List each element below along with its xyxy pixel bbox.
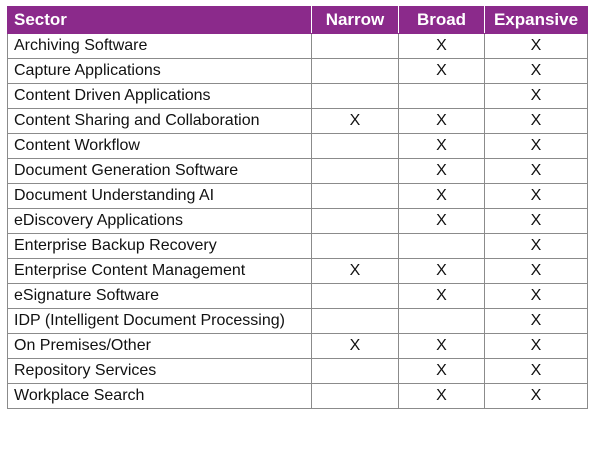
column-header-narrow: Narrow [311, 6, 399, 34]
broad-mark-cell: X [398, 183, 485, 209]
expansive-mark-cell: X [484, 333, 588, 359]
sector-cell: Enterprise Content Management [7, 258, 312, 284]
broad-mark-cell [398, 83, 485, 109]
table-row: Capture Applications X X [7, 58, 588, 84]
broad-mark-cell: X [398, 58, 485, 84]
broad-mark-cell: X [398, 108, 485, 134]
expansive-mark-cell: X [484, 158, 588, 184]
expansive-mark-cell: X [484, 58, 588, 84]
expansive-mark-cell: X [484, 358, 588, 384]
sector-cell: eDiscovery Applications [7, 208, 312, 234]
broad-mark-cell: X [398, 358, 485, 384]
table-row: Repository Services X X [7, 358, 588, 384]
narrow-mark-cell [311, 358, 399, 384]
table-row: Enterprise Backup Recovery X [7, 233, 588, 259]
table-row: IDP (Intelligent Document Processing) X [7, 308, 588, 334]
broad-mark-cell: X [398, 383, 485, 409]
narrow-mark-cell [311, 158, 399, 184]
expansive-mark-cell: X [484, 208, 588, 234]
sector-coverage-table: Sector Narrow Broad Expansive Archiving … [7, 6, 588, 409]
narrow-mark-cell [311, 233, 399, 259]
broad-mark-cell: X [398, 208, 485, 234]
expansive-mark-cell: X [484, 233, 588, 259]
sector-cell: Document Generation Software [7, 158, 312, 184]
expansive-mark-cell: X [484, 308, 588, 334]
column-header-expansive: Expansive [484, 6, 588, 34]
narrow-mark-cell [311, 383, 399, 409]
table-row: eDiscovery Applications X X [7, 208, 588, 234]
narrow-mark-cell [311, 133, 399, 159]
table-row: Document Understanding AI X X [7, 183, 588, 209]
broad-mark-cell: X [398, 33, 485, 59]
table-body: Archiving Software X X Capture Applications… [7, 33, 588, 409]
table-row: On Premises/Other X X X [7, 333, 588, 359]
broad-mark-cell [398, 308, 485, 334]
table-row: Content Workflow X X [7, 133, 588, 159]
expansive-mark-cell: X [484, 133, 588, 159]
table-row: Archiving Software X X [7, 33, 588, 59]
narrow-mark-cell [311, 83, 399, 109]
expansive-mark-cell: X [484, 183, 588, 209]
narrow-mark-cell: X [311, 258, 399, 284]
sector-cell: eSignature Software [7, 283, 312, 309]
sector-cell: Repository Services [7, 358, 312, 384]
sector-cell: Workplace Search [7, 383, 312, 409]
table-row: eSignature Software X X [7, 283, 588, 309]
narrow-mark-cell: X [311, 108, 399, 134]
sector-cell: Content Driven Applications [7, 83, 312, 109]
sector-cell: Content Workflow [7, 133, 312, 159]
narrow-mark-cell [311, 183, 399, 209]
table-row: Content Sharing and Collaboration X X X [7, 108, 588, 134]
sector-cell: Enterprise Backup Recovery [7, 233, 312, 259]
narrow-mark-cell: X [311, 333, 399, 359]
sector-cell: Archiving Software [7, 33, 312, 59]
narrow-mark-cell [311, 208, 399, 234]
expansive-mark-cell: X [484, 33, 588, 59]
narrow-mark-cell [311, 58, 399, 84]
narrow-mark-cell [311, 33, 399, 59]
broad-mark-cell: X [398, 258, 485, 284]
expansive-mark-cell: X [484, 258, 588, 284]
sector-cell: IDP (Intelligent Document Processing) [7, 308, 312, 334]
expansive-mark-cell: X [484, 108, 588, 134]
table-row: Enterprise Content Management X X X [7, 258, 588, 284]
sector-cell: Document Understanding AI [7, 183, 312, 209]
sector-cell: Capture Applications [7, 58, 312, 84]
narrow-mark-cell [311, 283, 399, 309]
broad-mark-cell: X [398, 158, 485, 184]
column-header-broad: Broad [398, 6, 485, 34]
table-row: Workplace Search X X [7, 383, 588, 409]
broad-mark-cell: X [398, 333, 485, 359]
expansive-mark-cell: X [484, 83, 588, 109]
broad-mark-cell: X [398, 283, 485, 309]
table-row: Content Driven Applications X [7, 83, 588, 109]
broad-mark-cell [398, 233, 485, 259]
table-row: Document Generation Software X X [7, 158, 588, 184]
expansive-mark-cell: X [484, 283, 588, 309]
expansive-mark-cell: X [484, 383, 588, 409]
table-header-row: Sector Narrow Broad Expansive [7, 6, 588, 34]
broad-mark-cell: X [398, 133, 485, 159]
column-header-sector: Sector [7, 6, 312, 34]
sector-cell: On Premises/Other [7, 333, 312, 359]
sector-cell: Content Sharing and Collaboration [7, 108, 312, 134]
narrow-mark-cell [311, 308, 399, 334]
